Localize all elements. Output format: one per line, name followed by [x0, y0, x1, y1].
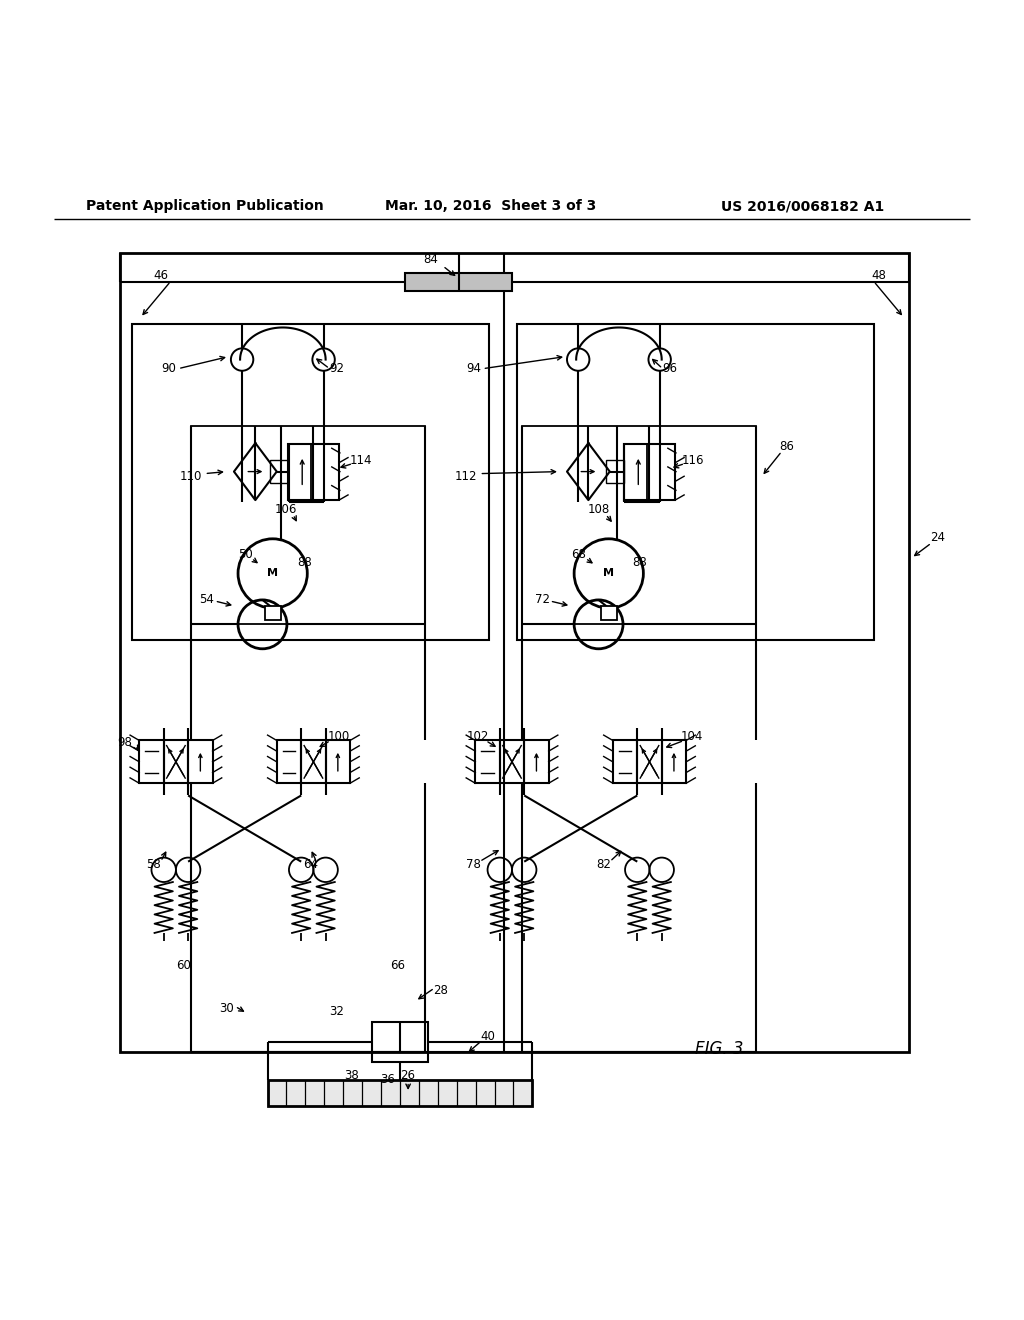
Text: 90: 90 [162, 362, 176, 375]
Bar [276, 741, 301, 783]
Text: 110: 110 [180, 470, 203, 483]
Bar [624, 444, 675, 499]
Text: 30: 30 [219, 1002, 234, 1015]
Text: 36: 36 [380, 1073, 395, 1086]
Bar [288, 444, 339, 499]
Text: 106: 106 [274, 503, 297, 516]
Text: 100: 100 [328, 730, 350, 743]
Text: 92: 92 [330, 362, 344, 375]
Text: 88: 88 [297, 556, 311, 569]
Text: 78: 78 [466, 858, 480, 871]
Text: 54: 54 [199, 594, 214, 606]
Text: 96: 96 [663, 362, 677, 375]
Text: 64: 64 [303, 858, 317, 871]
Bar [120, 252, 909, 1052]
Bar [288, 444, 311, 499]
Text: Patent Application Publication: Patent Application Publication [86, 199, 324, 214]
Bar [637, 741, 662, 783]
Text: US 2016/0068182 A1: US 2016/0068182 A1 [721, 199, 884, 214]
Text: 82: 82 [596, 858, 611, 871]
Text: 48: 48 [871, 268, 886, 281]
Bar [301, 741, 326, 783]
Text: 26: 26 [400, 1069, 416, 1082]
Bar [406, 273, 512, 292]
Text: 112: 112 [455, 470, 477, 483]
Bar [522, 426, 757, 624]
Text: 86: 86 [779, 440, 795, 453]
Bar [139, 741, 164, 783]
Bar [372, 1022, 428, 1063]
Bar [264, 606, 281, 620]
Text: 32: 32 [330, 1005, 344, 1018]
Bar [524, 741, 549, 783]
Text: Mar. 10, 2016  Sheet 3 of 3: Mar. 10, 2016 Sheet 3 of 3 [385, 199, 596, 214]
Bar [601, 606, 616, 620]
Bar [517, 323, 873, 640]
Text: 108: 108 [588, 503, 609, 516]
Text: 94: 94 [466, 362, 481, 375]
Bar [606, 461, 624, 483]
Text: 102: 102 [466, 730, 488, 743]
Text: 28: 28 [433, 985, 449, 998]
Text: FIG. 3: FIG. 3 [695, 1040, 743, 1059]
Bar [269, 461, 288, 483]
Bar [132, 323, 488, 640]
Text: 72: 72 [536, 594, 550, 606]
Bar [191, 426, 425, 624]
Bar [624, 444, 647, 499]
Bar [662, 741, 686, 783]
Text: 40: 40 [480, 1031, 495, 1043]
Text: 68: 68 [570, 548, 586, 561]
Bar [188, 741, 213, 783]
Text: 84: 84 [423, 253, 438, 267]
Bar [475, 741, 500, 783]
Bar [326, 741, 350, 783]
Text: 46: 46 [154, 268, 168, 281]
Text: 104: 104 [681, 730, 703, 743]
Text: 24: 24 [930, 531, 945, 544]
Text: 50: 50 [238, 548, 253, 561]
Text: 88: 88 [632, 556, 647, 569]
Text: M: M [267, 569, 279, 578]
Text: 98: 98 [118, 737, 132, 748]
Text: 38: 38 [344, 1069, 358, 1082]
Bar [267, 1080, 532, 1106]
Text: 116: 116 [682, 454, 705, 467]
Bar [164, 741, 188, 783]
Bar [500, 741, 524, 783]
Text: M: M [603, 569, 614, 578]
Text: 114: 114 [350, 454, 373, 467]
Text: 66: 66 [390, 960, 406, 972]
Text: 58: 58 [146, 858, 161, 871]
Bar [612, 741, 637, 783]
Text: 60: 60 [176, 960, 191, 972]
